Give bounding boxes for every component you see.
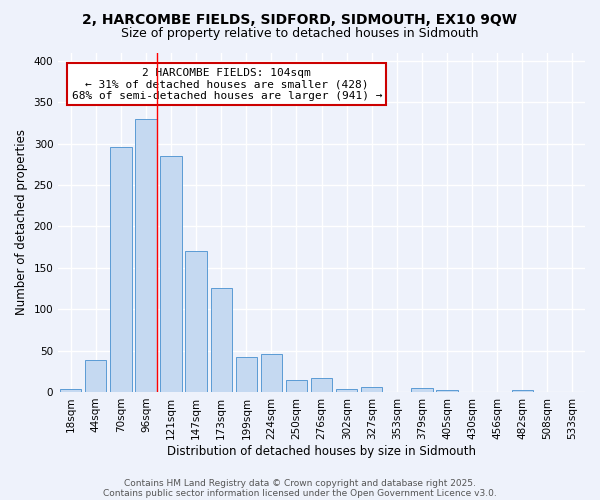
Bar xyxy=(211,288,232,392)
Bar xyxy=(136,118,157,392)
X-axis label: Distribution of detached houses by size in Sidmouth: Distribution of detached houses by size … xyxy=(167,444,476,458)
Bar xyxy=(160,156,182,392)
Text: Contains public sector information licensed under the Open Government Licence v3: Contains public sector information licen… xyxy=(103,488,497,498)
Bar xyxy=(110,147,131,392)
Bar xyxy=(236,357,257,392)
Bar xyxy=(85,360,106,392)
Text: 2 HARCOMBE FIELDS: 104sqm
← 31% of detached houses are smaller (428)
68% of semi: 2 HARCOMBE FIELDS: 104sqm ← 31% of detac… xyxy=(71,68,382,101)
Bar xyxy=(512,390,533,392)
Bar xyxy=(185,251,207,392)
Y-axis label: Number of detached properties: Number of detached properties xyxy=(15,129,28,315)
Bar xyxy=(261,354,282,392)
Bar xyxy=(411,388,433,392)
Text: 2, HARCOMBE FIELDS, SIDFORD, SIDMOUTH, EX10 9QW: 2, HARCOMBE FIELDS, SIDFORD, SIDMOUTH, E… xyxy=(83,12,517,26)
Bar xyxy=(311,378,332,392)
Bar xyxy=(336,388,358,392)
Text: Contains HM Land Registry data © Crown copyright and database right 2025.: Contains HM Land Registry data © Crown c… xyxy=(124,478,476,488)
Bar xyxy=(361,387,382,392)
Text: Size of property relative to detached houses in Sidmouth: Size of property relative to detached ho… xyxy=(121,28,479,40)
Bar xyxy=(436,390,458,392)
Bar xyxy=(286,380,307,392)
Bar xyxy=(60,390,82,392)
